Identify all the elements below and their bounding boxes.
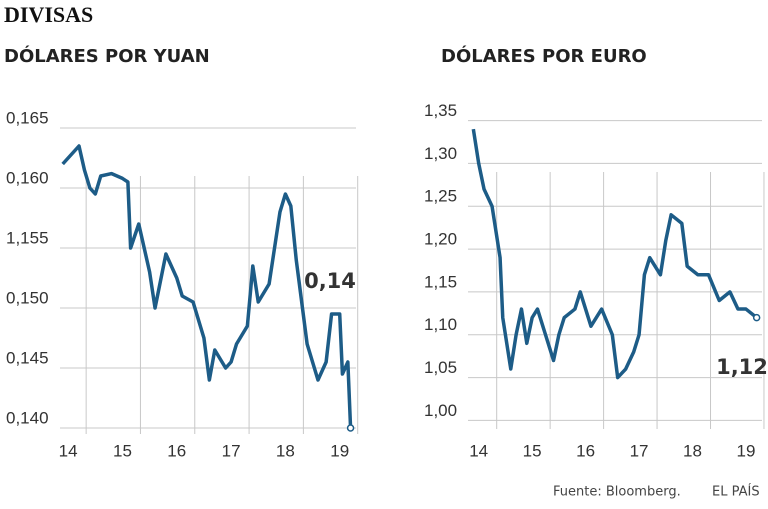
y-tick-label: 1,10: [424, 315, 457, 334]
y-tick-label: 0,160: [6, 168, 49, 187]
x-tick-label: 18: [276, 441, 295, 460]
y-tick-label: 1,20: [424, 230, 457, 249]
x-tick-label: 15: [523, 441, 542, 460]
chart-title: DÓLARES POR EURO: [441, 45, 647, 67]
x-tick-label: 14: [59, 441, 78, 460]
x-tick-label: 15: [113, 441, 132, 460]
publisher: EL PAÍS: [712, 484, 760, 500]
annotation: 1,12: [716, 355, 768, 379]
x-tick-label: 14: [469, 441, 488, 460]
y-tick-label: 1,00: [424, 401, 457, 420]
y-tick-label: 0,165: [6, 108, 49, 127]
line-series: [471, 128, 758, 380]
x-tick-label: 16: [576, 441, 595, 460]
line-series: [61, 144, 353, 429]
x-tick-label: 17: [222, 441, 241, 460]
x-tick-label: 19: [737, 441, 756, 460]
chart-title: DÓLARES POR YUAN: [4, 45, 210, 67]
y-tick-label: 1,05: [424, 358, 457, 377]
page-title: DIVISAS: [4, 2, 93, 27]
x-tick-label: 17: [630, 441, 649, 460]
y-tick-label: 1,15: [424, 272, 457, 291]
x-tick-label: 18: [683, 441, 702, 460]
x-tick-label: 16: [167, 441, 186, 460]
source: Fuente: Bloomberg.: [553, 485, 681, 500]
y-tick-label: 0,145: [6, 348, 49, 367]
y-tick-label: 1,25: [424, 187, 457, 206]
annotation: 0,14: [304, 269, 356, 293]
y-tick-label: 0,150: [6, 288, 49, 307]
y-tick-label: 1,155: [6, 228, 49, 247]
y-tick-label: 0,140: [6, 408, 49, 427]
x-tick-label: 19: [330, 441, 349, 460]
end-point: [752, 313, 761, 322]
y-tick-label: 1,30: [424, 144, 457, 163]
end-point: [346, 424, 355, 432]
y-tick-label: 1,35: [424, 101, 457, 120]
